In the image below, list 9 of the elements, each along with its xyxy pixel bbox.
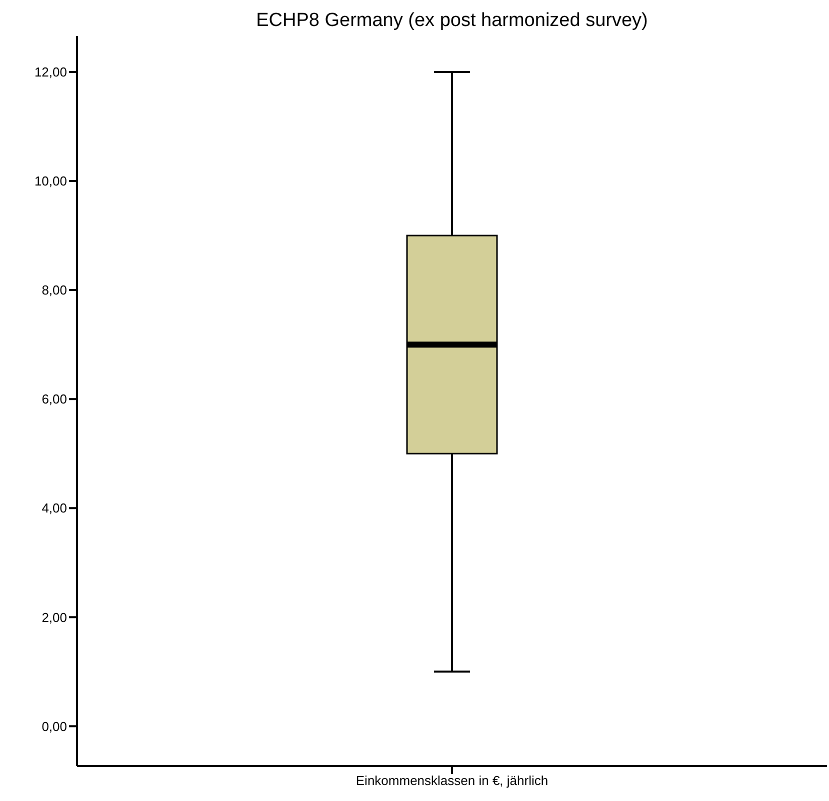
y-tick-label: 0,00 <box>42 718 67 734</box>
y-tick-label: 8,00 <box>42 282 67 298</box>
y-tick-label: 6,00 <box>42 392 67 407</box>
y-tick-label: 12,00 <box>34 64 67 80</box>
chart-title: ECHP8 Germany (ex post harmonized survey) <box>255 10 649 32</box>
x-tick-label: Einkommensklassen in €, jährlich <box>356 773 548 788</box>
y-tick-label: 4,00 <box>42 500 67 516</box>
y-tick-label: 10,00 <box>34 174 67 189</box>
y-tick-label: 2,00 <box>42 610 67 625</box>
